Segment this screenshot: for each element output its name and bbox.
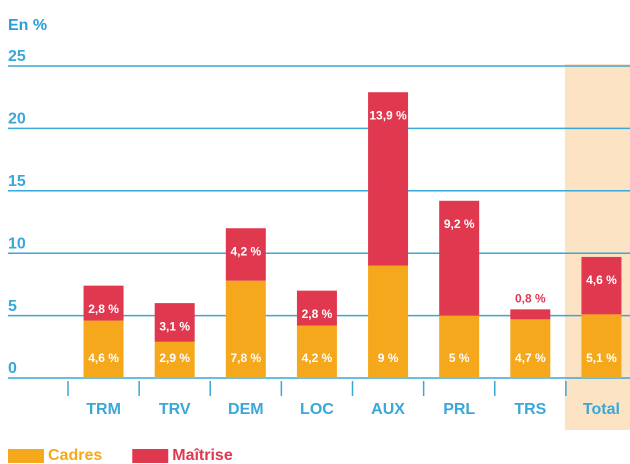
value-label: 4,6 %	[88, 351, 119, 365]
bar-segment	[154, 341, 195, 378]
value-label: 13,9 %	[369, 108, 407, 122]
bar-segment	[439, 200, 480, 316]
x-tick-label: TRV	[159, 401, 191, 418]
bar-segment	[225, 228, 266, 281]
x-tick-label: PRL	[443, 401, 475, 418]
bar-segment	[368, 265, 409, 378]
bar-segment	[510, 309, 551, 320]
value-label: 5,1 %	[586, 351, 617, 365]
bar-segment	[581, 256, 622, 315]
y-tick-label: 25	[8, 48, 26, 65]
x-tick-label: Total	[583, 401, 620, 418]
value-label: 4,2 %	[302, 351, 333, 365]
legend-label: Maîtrise	[172, 447, 233, 464]
value-label: 2,9 %	[159, 351, 190, 365]
bar-segment	[225, 280, 266, 378]
y-tick-label: 0	[8, 360, 17, 377]
y-tick-label: 20	[8, 111, 26, 128]
x-tick-label: DEM	[228, 401, 264, 418]
bar-segment	[83, 285, 124, 321]
bar-segment	[296, 290, 337, 326]
value-label: 5 %	[449, 351, 470, 365]
bar-segment	[296, 325, 337, 378]
value-label: 9 %	[378, 351, 399, 365]
x-tick-label: TRM	[86, 401, 121, 418]
y-tick-label: 5	[8, 298, 17, 315]
legend-swatch	[132, 449, 169, 463]
y-axis-label: En %	[8, 17, 47, 34]
bar-segment	[154, 303, 195, 342]
bar-segment	[439, 315, 480, 378]
bar-segment	[368, 92, 409, 266]
y-tick-label: 15	[8, 173, 26, 190]
value-label: 7,8 %	[230, 351, 261, 365]
bar-segment	[581, 314, 622, 378]
value-label: 3,1 %	[159, 319, 190, 333]
legend-swatch	[8, 449, 44, 463]
value-label: 0,8 %	[515, 292, 546, 306]
x-tick-label: LOC	[300, 401, 334, 418]
value-label: 2,8 %	[302, 307, 333, 321]
value-label: 4,6 %	[586, 273, 617, 287]
x-tick-label: AUX	[371, 401, 405, 418]
y-tick-label: 10	[8, 235, 26, 252]
value-label: 4,2 %	[230, 244, 261, 258]
value-label: 2,8 %	[88, 302, 119, 316]
value-label: 9,2 %	[444, 217, 475, 231]
x-tick-label: TRS	[514, 401, 546, 418]
legend-label: Cadres	[48, 447, 102, 464]
bar-segment	[83, 320, 124, 378]
bar-segment	[510, 319, 551, 378]
value-label: 4,7 %	[515, 351, 546, 365]
